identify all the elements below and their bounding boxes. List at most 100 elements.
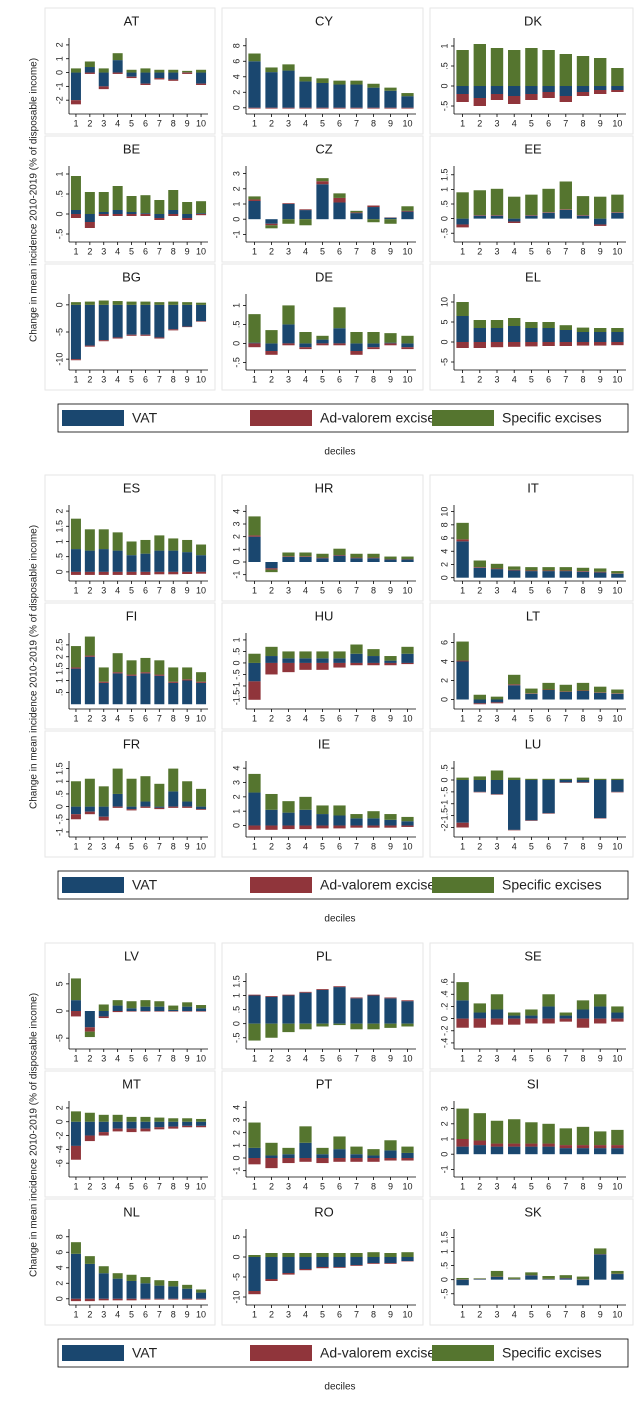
x-tick-label: 10 bbox=[402, 1309, 412, 1319]
x-tick-label: 4 bbox=[303, 841, 308, 851]
bar-segment bbox=[248, 1291, 261, 1295]
x-tick-label: 6 bbox=[337, 1181, 342, 1191]
bar-segment bbox=[112, 186, 123, 210]
y-tick-label: 4 bbox=[231, 1105, 241, 1110]
bar-segment bbox=[559, 571, 572, 578]
bar-segment bbox=[333, 307, 346, 329]
y-tick-label: 0 bbox=[439, 777, 449, 782]
y-tick-label: 2 bbox=[231, 794, 241, 799]
y-tick-label: 2 bbox=[439, 678, 449, 683]
x-tick-label: 7 bbox=[563, 713, 568, 723]
bar-segment bbox=[248, 1255, 261, 1257]
bar-segment bbox=[316, 78, 329, 83]
x-tick-label: 8 bbox=[371, 1181, 376, 1191]
x-tick-label: 3 bbox=[101, 118, 106, 128]
x-tick-label: 8 bbox=[371, 374, 376, 384]
bar-segment bbox=[594, 90, 607, 94]
bar-segment bbox=[265, 646, 278, 657]
bar-segment bbox=[248, 1257, 261, 1291]
bar-segment bbox=[98, 1273, 109, 1299]
bar-segment bbox=[154, 78, 165, 80]
x-tick-label: 9 bbox=[185, 1053, 190, 1063]
bar-segment bbox=[542, 1123, 555, 1144]
bar-segment bbox=[154, 337, 165, 339]
bar-segment bbox=[576, 86, 590, 92]
bar-segment bbox=[367, 995, 380, 1024]
bar-segment bbox=[299, 662, 312, 670]
bar-segment bbox=[333, 202, 346, 220]
x-tick-label: 5 bbox=[129, 374, 134, 384]
y-tick-label: 0 bbox=[439, 1152, 449, 1157]
bar-segment bbox=[316, 1154, 329, 1158]
x-tick-label: 10 bbox=[612, 1181, 622, 1191]
x-tick-label: 1 bbox=[252, 713, 257, 723]
x-tick-label: 1 bbox=[73, 374, 78, 384]
bar-segment bbox=[508, 326, 521, 342]
bar-segment bbox=[473, 1145, 486, 1155]
bar-segment bbox=[350, 558, 363, 562]
bar-segment bbox=[456, 541, 469, 578]
x-tick-label: 7 bbox=[563, 118, 568, 128]
bar-segment bbox=[70, 72, 81, 101]
x-tick-label: 9 bbox=[185, 841, 190, 851]
y-tick-label: 4 bbox=[54, 1265, 64, 1270]
bar-segment bbox=[168, 667, 179, 682]
bar-segment bbox=[473, 44, 486, 86]
x-tick-label: 8 bbox=[171, 1181, 176, 1191]
bar-segment bbox=[576, 1276, 590, 1280]
bar-segment bbox=[367, 1149, 380, 1156]
y-tick-label: 2 bbox=[231, 534, 241, 539]
bar-segment bbox=[384, 217, 397, 220]
x-tick-label: 5 bbox=[529, 246, 534, 256]
bar-segment bbox=[140, 1000, 151, 1007]
x-tick-label: 10 bbox=[402, 1053, 412, 1063]
bar-segment bbox=[84, 1121, 95, 1136]
bar-segment bbox=[248, 199, 261, 201]
bar-segment bbox=[594, 1248, 607, 1255]
bar-segment bbox=[70, 214, 81, 218]
bar-segment bbox=[265, 343, 278, 351]
x-tick-label: 3 bbox=[286, 841, 291, 851]
bar-segment bbox=[333, 658, 346, 663]
bar-segment bbox=[196, 1005, 207, 1009]
x-tick-label: 5 bbox=[320, 374, 325, 384]
x-tick-label: 6 bbox=[546, 118, 551, 128]
bar-segment bbox=[70, 1111, 81, 1122]
x-tick-label: 6 bbox=[337, 585, 342, 595]
y-tick-label: 10 bbox=[439, 507, 449, 517]
bar-segment bbox=[168, 806, 179, 808]
bar-segment bbox=[126, 806, 137, 810]
bar-segment bbox=[525, 571, 538, 578]
bar-segment bbox=[473, 780, 486, 792]
x-tick-label: 4 bbox=[115, 841, 120, 851]
bar-segment bbox=[559, 181, 572, 210]
y-tick-label: -1 bbox=[231, 682, 241, 690]
bar-segment bbox=[140, 1298, 151, 1300]
bar-segment bbox=[576, 56, 590, 86]
y-tick-label: 1 bbox=[54, 56, 64, 61]
bar-segment bbox=[154, 1001, 165, 1007]
y-tick-label: 1 bbox=[231, 993, 241, 998]
x-tick-label: 3 bbox=[286, 374, 291, 384]
bar-segment bbox=[473, 1018, 486, 1028]
x-tick-label: 3 bbox=[494, 246, 499, 256]
bar-segment bbox=[248, 773, 261, 793]
x-tick-label: 2 bbox=[269, 118, 274, 128]
x-tick-label: 5 bbox=[320, 585, 325, 595]
bar-segment bbox=[316, 343, 329, 346]
bar-segment bbox=[182, 202, 193, 214]
x-tick-label: 3 bbox=[494, 713, 499, 723]
x-tick-label: 3 bbox=[494, 585, 499, 595]
bar-segment bbox=[168, 304, 179, 330]
x-tick-label: 3 bbox=[494, 118, 499, 128]
bar-segment bbox=[611, 1006, 624, 1013]
bar-segment bbox=[473, 1278, 486, 1279]
y-tick-label: 3 bbox=[439, 1106, 449, 1111]
bar-segment bbox=[248, 536, 261, 562]
bar-segment bbox=[126, 72, 137, 77]
bar-segment bbox=[367, 553, 380, 558]
x-tick-label: 8 bbox=[580, 841, 585, 851]
bar-segment bbox=[265, 67, 278, 73]
bar-segment bbox=[84, 656, 95, 705]
bar-segment bbox=[576, 571, 590, 578]
